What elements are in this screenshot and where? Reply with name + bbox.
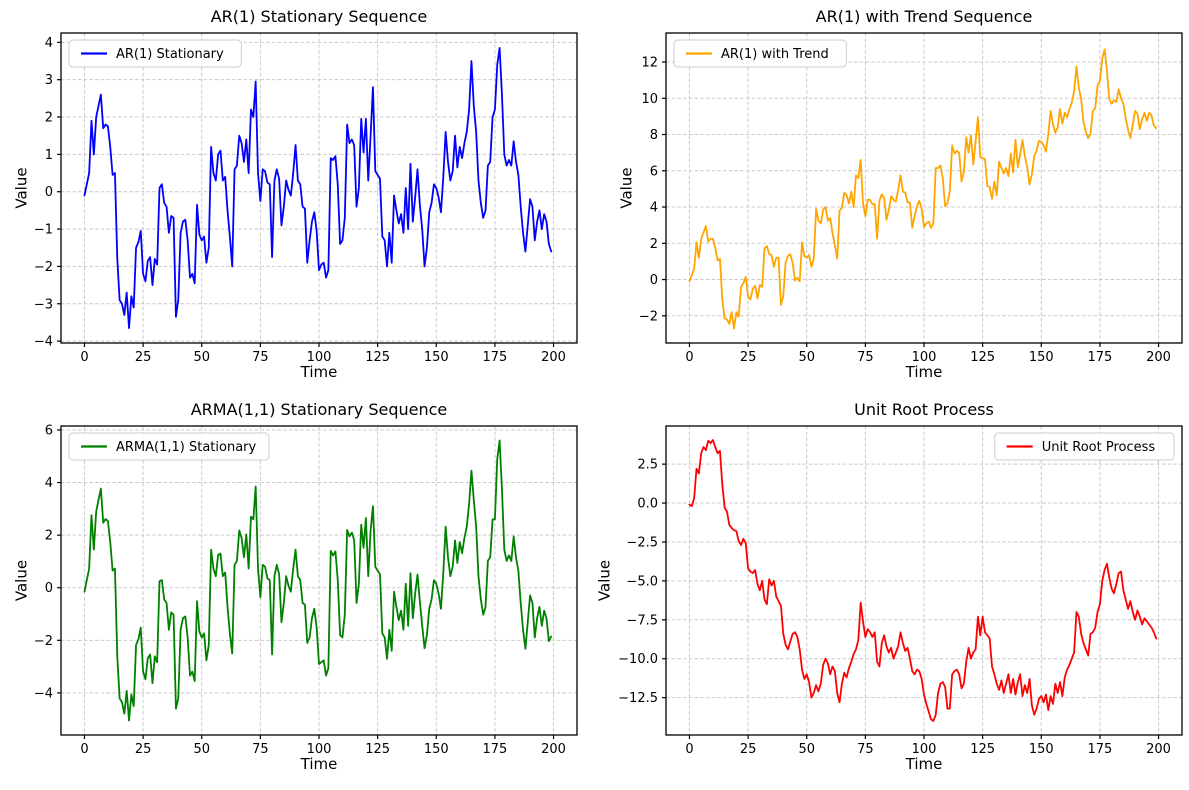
x-tick-label: 175 — [1087, 742, 1112, 757]
x-axis-label: Time — [905, 363, 943, 381]
y-tick-label: −2 — [639, 309, 658, 324]
legend-box — [673, 39, 847, 68]
x-tick-label: 50 — [193, 742, 210, 757]
x-tick-label: 175 — [482, 350, 507, 365]
x-tick-label: 150 — [1029, 350, 1054, 365]
chart-svg-arma11-stationary: 0 25 50 75 100 125 150 175 200 −4 −2 0 2 4 6 ARMA(1,1) … — [12, 400, 578, 773]
chart-title: AR(1) with Trend Sequence — [816, 7, 1033, 26]
series-line — [83, 439, 553, 722]
y-tick-label: −3 — [34, 297, 53, 312]
x-tick-label: 150 — [424, 350, 449, 365]
legend-label: AR(1) with Trend — [721, 47, 829, 62]
y-tick-label: −4 — [34, 335, 53, 350]
x-tick-label: 100 — [307, 350, 332, 365]
y-tick-label: 4 — [650, 201, 658, 216]
y-tick-label: −2 — [34, 634, 53, 649]
y-tick-label: −4 — [34, 686, 53, 701]
y-tick-label: −10.0 — [618, 652, 658, 667]
x-tick-label: 100 — [912, 350, 937, 365]
x-tick-label: 125 — [365, 742, 390, 757]
x-tick-label: 175 — [1087, 350, 1112, 365]
y-tick-label: 2.5 — [637, 458, 658, 473]
legend-label: Unit Root Process — [1042, 440, 1156, 455]
y-tick-label: 4 — [45, 36, 53, 51]
y-tick-label: 2 — [45, 529, 53, 544]
series-line — [83, 47, 553, 329]
y-axis-label: Value — [617, 167, 635, 208]
x-tick-label: 100 — [307, 742, 332, 757]
subplot-arma11-stationary: 0 25 50 75 100 125 150 175 200 −4 −2 0 2 4 6 ARMA(1,1) … — [0, 395, 595, 790]
y-tick-label: 0.0 — [637, 497, 658, 512]
x-tick-label: 75 — [857, 742, 874, 757]
x-tick-label: 200 — [541, 742, 566, 757]
subplot-unit-root: 0 25 50 75 100 125 150 175 200 −12.5 −10.0 −7.5 −5.0… — [594, 395, 1189, 790]
x-tick-label: 125 — [365, 350, 390, 365]
series-line — [688, 48, 1158, 330]
x-tick-label: 175 — [482, 742, 507, 757]
legend-box — [68, 432, 270, 461]
x-tick-label: 25 — [740, 350, 757, 365]
y-tick-label: 2 — [650, 237, 658, 252]
series-line — [688, 439, 1158, 722]
chart-title: AR(1) Stationary Sequence — [211, 7, 428, 26]
chart-svg-unit-root: 0 25 50 75 100 125 150 175 200 −12.5 −10.0 −7.5 −5.0… — [596, 400, 1183, 773]
x-tick-label: 200 — [1146, 350, 1171, 365]
y-axis-label: Value — [12, 167, 30, 208]
x-tick-label: 50 — [798, 742, 815, 757]
y-axis-label: Value — [12, 560, 30, 601]
y-tick-label: −1 — [34, 223, 53, 238]
x-tick-label: 100 — [912, 742, 937, 757]
y-tick-label: −7.5 — [626, 613, 658, 628]
y-tick-label: −5.0 — [626, 574, 658, 589]
legend-box — [994, 432, 1175, 461]
y-tick-label: 0 — [45, 581, 53, 596]
x-axis-label: Time — [300, 363, 338, 381]
x-tick-label: 150 — [1029, 742, 1054, 757]
legend-box — [68, 39, 242, 68]
y-tick-label: 12 — [641, 56, 658, 71]
y-tick-label: 4 — [45, 476, 53, 491]
x-axis-label: Time — [300, 755, 338, 773]
x-tick-label: 75 — [857, 350, 874, 365]
y-tick-label: 8 — [650, 128, 658, 143]
x-tick-label: 150 — [424, 742, 449, 757]
x-tick-label: 125 — [970, 350, 995, 365]
y-tick-label: 0 — [650, 273, 658, 288]
subplot-ar1-with-trend: 0 25 50 75 100 125 150 175 200 −2 0 2 4 6 8 10 12 AR(1) w… — [594, 0, 1189, 395]
x-tick-label: 25 — [135, 350, 152, 365]
y-tick-label: 0 — [45, 185, 53, 200]
x-tick-label: 25 — [740, 742, 757, 757]
x-tick-label: 75 — [252, 350, 269, 365]
x-tick-label: 200 — [1146, 742, 1171, 757]
x-tick-label: 50 — [798, 350, 815, 365]
x-tick-label: 200 — [541, 350, 566, 365]
chart-svg-ar1-stationary: 0 25 50 75 100 125 150 175 200 −4 −3 −2 −1 0 1 2 3 4 AR(1)… — [12, 7, 578, 381]
chart-title: ARMA(1,1) Stationary Sequence — [191, 400, 448, 419]
y-tick-label: −2.5 — [626, 535, 658, 550]
y-tick-label: 6 — [650, 164, 658, 179]
x-tick-label: 125 — [970, 742, 995, 757]
y-tick-label: −2 — [34, 260, 53, 275]
subplot-ar1-stationary: 0 25 50 75 100 125 150 175 200 −4 −3 −2 −1 0 1 2 3 4 AR(1)… — [0, 0, 595, 395]
x-tick-label: 50 — [193, 350, 210, 365]
y-tick-label: −12.5 — [618, 691, 658, 706]
y-tick-label: 2 — [45, 111, 53, 126]
x-tick-label: 75 — [252, 742, 269, 757]
legend-label: AR(1) Stationary — [116, 47, 224, 62]
x-tick-label: 0 — [80, 742, 88, 757]
y-tick-label: 1 — [45, 148, 53, 163]
y-tick-label: 3 — [45, 73, 53, 88]
chart-svg-ar1-with-trend: 0 25 50 75 100 125 150 175 200 −2 0 2 4 6 8 10 12 AR(1) w… — [617, 7, 1183, 381]
y-tick-label: 6 — [45, 423, 53, 438]
y-axis-label: Value — [596, 560, 614, 601]
x-tick-label: 0 — [685, 350, 693, 365]
legend-label: ARMA(1,1) Stationary — [116, 440, 257, 455]
x-tick-label: 25 — [135, 742, 152, 757]
x-tick-label: 0 — [685, 742, 693, 757]
x-tick-label: 0 — [80, 350, 88, 365]
y-tick-label: 10 — [641, 92, 658, 107]
x-axis-label: Time — [905, 755, 943, 773]
chart-title: Unit Root Process — [854, 400, 994, 419]
